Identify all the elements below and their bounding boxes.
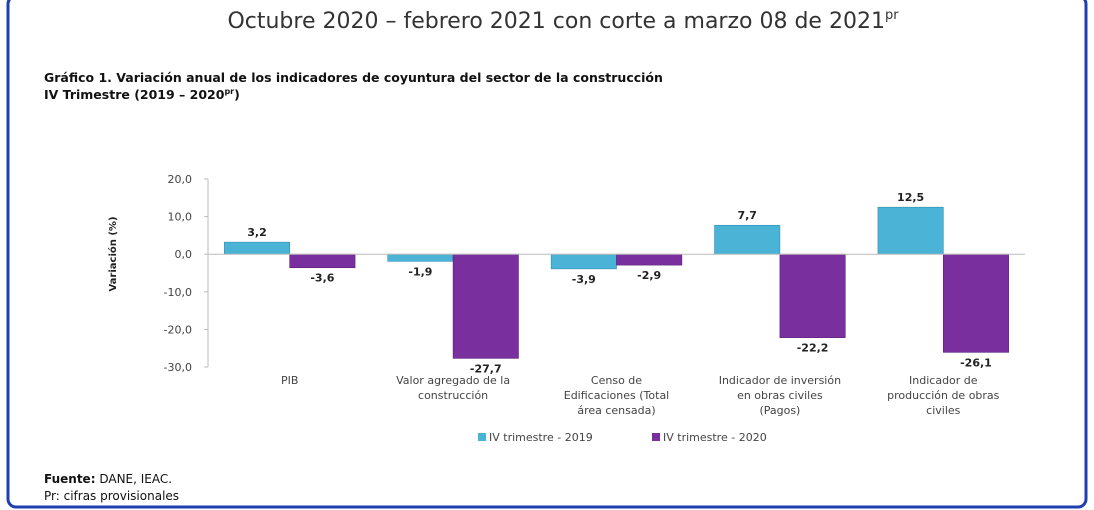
y-tick-label: 20,0 <box>168 173 193 186</box>
x-tick-label: Valor agregado de la <box>396 374 510 387</box>
data-label: -3,9 <box>572 273 596 286</box>
bar <box>616 253 683 266</box>
data-label: 3,2 <box>247 226 267 239</box>
x-tick-label: PIB <box>281 374 298 387</box>
bar <box>942 253 1009 353</box>
y-axis-label: Variación (%) <box>107 216 119 291</box>
subtitle-sup: pr <box>224 87 234 96</box>
bar <box>714 224 781 255</box>
data-label: 7,7 <box>737 209 757 222</box>
x-tick-label: Indicador de inversión <box>719 374 841 387</box>
legend-swatch <box>652 433 660 441</box>
bar <box>289 253 356 269</box>
source-label: Fuente: <box>44 472 96 486</box>
subtitle-text: IV Trimestre (2019 – 2020 <box>44 87 225 102</box>
heading: Octubre 2020 – febrero 2021 con corte a … <box>227 8 899 34</box>
bar <box>779 253 846 338</box>
source-text: DANE, IEAC. <box>99 472 172 486</box>
bar <box>224 241 290 255</box>
x-tick-label: Edificaciones (Total <box>564 389 670 402</box>
data-label: -3,6 <box>310 272 334 285</box>
data-label: -22,2 <box>797 342 829 355</box>
data-label: -27,7 <box>470 362 502 375</box>
heading-sup: pr <box>885 8 899 23</box>
data-label: -1,9 <box>408 265 432 278</box>
y-tick-label: 0,0 <box>175 248 193 261</box>
frame <box>6 0 1088 509</box>
note: Pr: cifras provisionales <box>44 489 179 503</box>
legend-swatch <box>478 433 486 441</box>
y-tick-label: -30,0 <box>164 361 192 374</box>
legend-label: IV trimestre - 2020 <box>663 431 767 444</box>
bar <box>550 253 617 270</box>
y-tick-label: -10,0 <box>164 286 192 299</box>
bar <box>387 253 454 262</box>
data-label: 12,5 <box>897 191 924 204</box>
x-tick-label: Censo de <box>591 374 642 387</box>
bar <box>452 253 519 359</box>
data-label: -26,1 <box>960 356 992 369</box>
data-label: -2,9 <box>637 269 661 282</box>
y-tick-label: 10,0 <box>168 211 193 224</box>
x-tick-label: producción de obras <box>887 389 1000 402</box>
bar <box>877 206 944 255</box>
chart-title: Gráfico 1. Variación anual de los indica… <box>44 70 663 85</box>
x-tick-label: construcción <box>418 389 488 402</box>
x-tick-label: área censada) <box>577 404 655 417</box>
subtitle-end: ) <box>234 87 240 102</box>
x-tick-label: (Pagos) <box>759 404 800 417</box>
heading-text: Octubre 2020 – febrero 2021 con corte a … <box>227 9 885 34</box>
legend-label: IV trimestre - 2019 <box>489 431 593 444</box>
x-tick-label: en obras civiles <box>737 389 823 402</box>
y-tick-label: -20,0 <box>164 323 192 336</box>
x-tick-label: Indicador de <box>909 374 978 387</box>
source: Fuente: DANE, IEAC. <box>44 472 172 486</box>
x-tick-label: civiles <box>926 404 960 417</box>
chart-subtitle: IV Trimestre (2019 – 2020pr) <box>44 87 240 102</box>
